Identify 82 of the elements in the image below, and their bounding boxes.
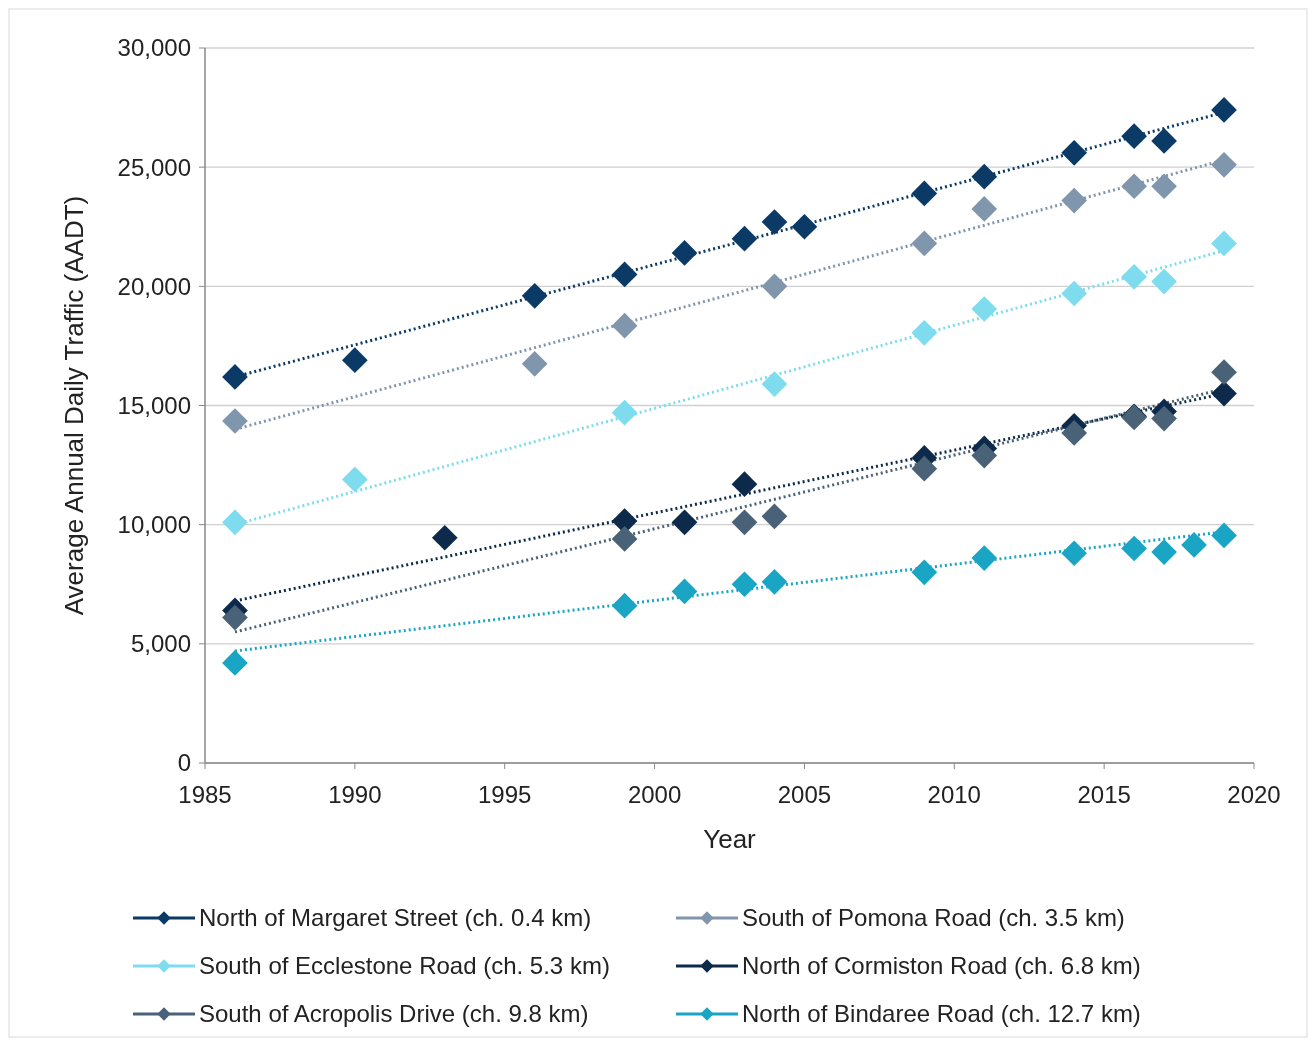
- legend-label: North of Margaret Street (ch. 0.4 km): [199, 904, 592, 932]
- legend-label: North of Cormiston Road (ch. 6.8 km): [742, 952, 1141, 980]
- point: [222, 650, 248, 676]
- point: [911, 319, 938, 346]
- y-tick-label: 30,000: [117, 34, 191, 62]
- point: [911, 455, 938, 482]
- y-tick-label: 15,000: [117, 391, 191, 419]
- x-tick-label: 2000: [627, 781, 682, 808]
- point: [671, 509, 698, 536]
- x-tick-label: 2010: [927, 781, 981, 808]
- point: [611, 592, 638, 619]
- point: [611, 526, 638, 552]
- point: [1061, 540, 1088, 567]
- point: [431, 524, 458, 551]
- point: [971, 196, 998, 222]
- point: [611, 399, 638, 426]
- point: [731, 571, 758, 598]
- legend-label: North of Bindaree Road (ch. 12.7 km): [742, 1000, 1141, 1028]
- y-axis-title: Average Annual Daily Traffic (AADT): [59, 195, 89, 616]
- point: [1181, 532, 1207, 558]
- point: [761, 209, 788, 235]
- y-tick-label: 20,000: [117, 272, 191, 300]
- point: [911, 180, 938, 207]
- point: [611, 261, 638, 288]
- point: [671, 578, 698, 605]
- x-axis-title: Year: [703, 824, 757, 854]
- y-tick-label: 25,000: [117, 153, 191, 181]
- legend-label: South of Acropolis Drive (ch. 9.8 km): [199, 1000, 589, 1028]
- y-tick-label: 5,000: [130, 630, 191, 658]
- legend-label: South of Pomona Road (ch. 3.5 km): [742, 904, 1125, 932]
- point: [971, 163, 998, 190]
- point: [761, 371, 788, 397]
- x-tick-label: 2020: [1227, 781, 1281, 808]
- y-tick-label: 10,000: [117, 511, 191, 539]
- point: [1121, 123, 1147, 150]
- point: [761, 273, 788, 300]
- point: [1211, 97, 1237, 123]
- point: [611, 312, 638, 339]
- x-tick-label: 1995: [478, 781, 532, 808]
- point: [731, 225, 758, 252]
- x-tick-label: 1985: [178, 781, 232, 808]
- point: [1151, 128, 1177, 154]
- x-tick-label: 1990: [328, 781, 382, 808]
- point: [1211, 151, 1237, 178]
- x-tick-label: 2015: [1077, 781, 1131, 808]
- point: [342, 347, 368, 374]
- point: [1121, 263, 1147, 290]
- point: [971, 296, 998, 322]
- point: [1211, 380, 1237, 407]
- point: [1121, 173, 1147, 200]
- point: [1061, 187, 1088, 214]
- point: [911, 230, 938, 257]
- point: [222, 509, 248, 536]
- point: [1061, 140, 1088, 166]
- x-tick-label: 2005: [777, 781, 832, 808]
- legend-label: South of Ecclestone Road (ch. 5.3 km): [199, 952, 610, 980]
- point: [342, 466, 368, 493]
- point: [521, 283, 548, 309]
- point: [671, 240, 698, 266]
- point: [1121, 535, 1147, 562]
- point: [1061, 420, 1088, 446]
- y-tick-label: 0: [177, 749, 191, 777]
- point: [731, 471, 758, 497]
- point: [731, 509, 758, 536]
- point: [521, 350, 548, 377]
- point: [761, 503, 788, 530]
- point: [1151, 268, 1177, 295]
- point: [1211, 522, 1237, 549]
- point: [1211, 359, 1237, 385]
- point: [1151, 405, 1177, 432]
- point: [791, 213, 818, 240]
- point: [1151, 173, 1177, 200]
- point: [222, 408, 248, 434]
- point: [222, 364, 248, 390]
- point: [911, 559, 938, 586]
- point: [222, 604, 248, 631]
- point: [971, 545, 998, 571]
- point: [971, 442, 998, 469]
- point: [1151, 539, 1177, 565]
- point: [1211, 230, 1237, 257]
- point: [1061, 280, 1088, 307]
- point: [761, 569, 788, 595]
